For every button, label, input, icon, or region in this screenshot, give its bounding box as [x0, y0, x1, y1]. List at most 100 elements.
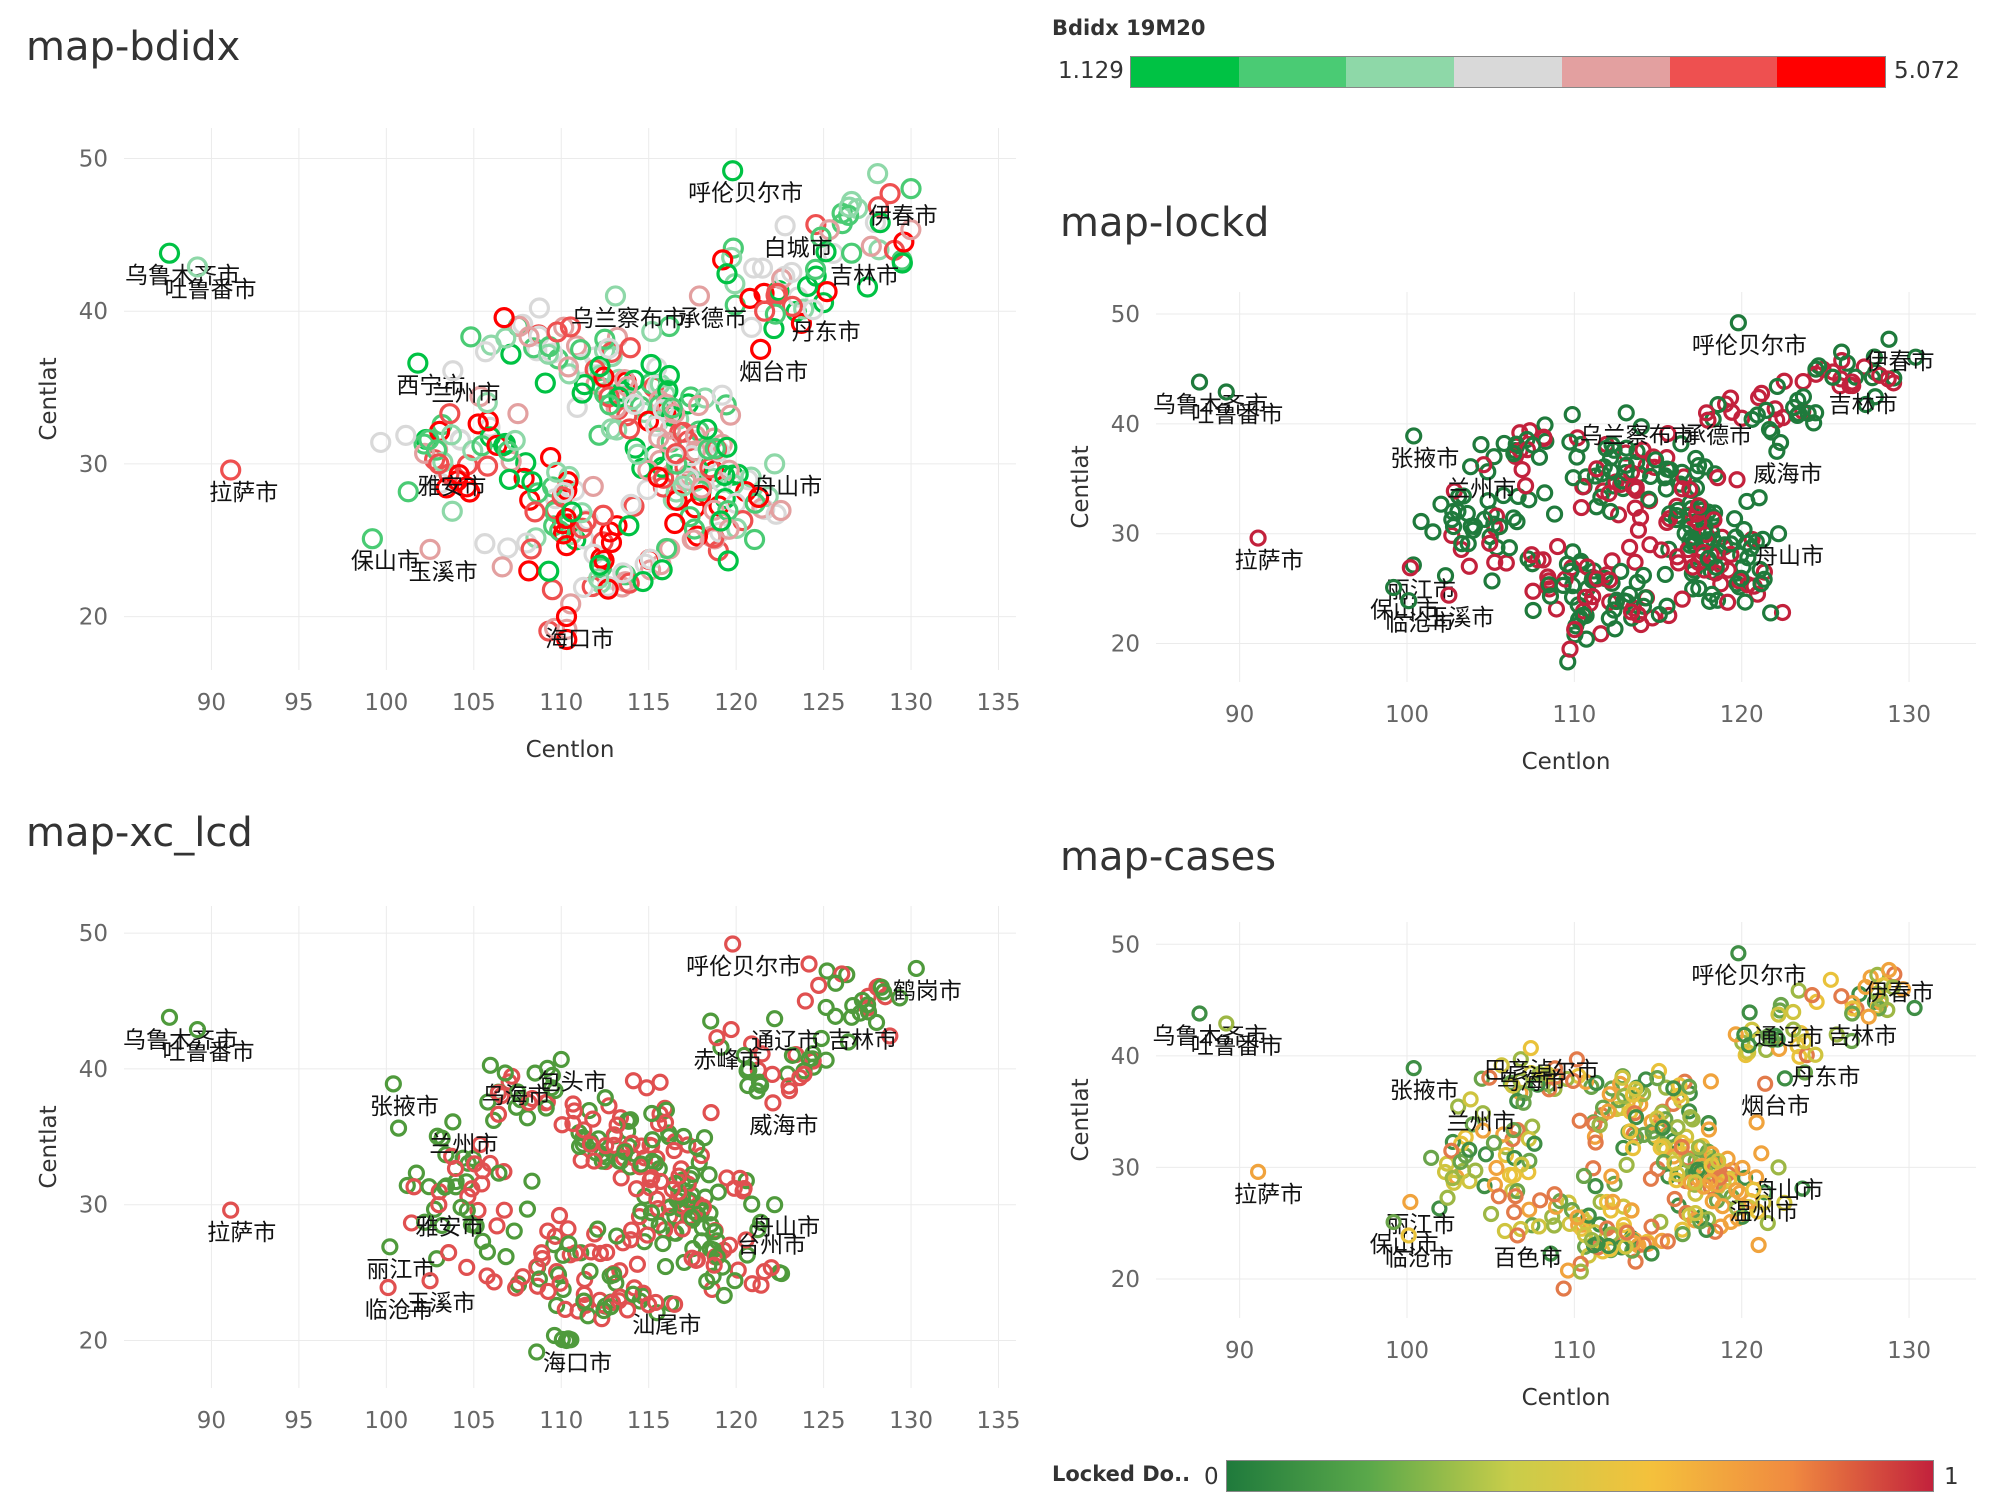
scatter-point[interactable] [1690, 513, 1708, 532]
scatter-point[interactable] [790, 312, 813, 334]
scatter-point[interactable] [497, 440, 519, 462]
scatter-point[interactable] [1600, 571, 1619, 589]
scatter-point[interactable] [690, 477, 713, 499]
scatter-point[interactable] [556, 618, 578, 640]
scatter-point[interactable] [641, 320, 663, 343]
scatter-point[interactable] [1833, 352, 1851, 370]
scatter-point[interactable] [493, 307, 515, 329]
scatter-point[interactable] [622, 1221, 641, 1239]
scatter-point[interactable] [389, 1119, 408, 1137]
scatter-point[interactable] [1699, 411, 1717, 429]
scatter-point[interactable] [1452, 1153, 1469, 1170]
city-point[interactable] [1400, 1227, 1417, 1244]
scatter-point[interactable] [1482, 1205, 1500, 1223]
scatter-point[interactable] [1450, 1098, 1467, 1115]
scatter-point[interactable] [518, 1200, 537, 1218]
scatter-point[interactable] [580, 1101, 598, 1120]
scatter-point[interactable] [716, 263, 738, 285]
scatter-point[interactable] [416, 1213, 434, 1231]
scatter-point[interactable] [1766, 400, 1784, 418]
scatter-point[interactable] [1710, 1176, 1727, 1193]
scatter-point[interactable] [770, 499, 792, 522]
scatter-point[interactable] [489, 1105, 508, 1123]
scatter-point[interactable] [1717, 395, 1735, 413]
scatter-point[interactable] [1785, 1021, 1802, 1038]
scatter-point[interactable] [505, 1222, 523, 1240]
scatter-point[interactable] [696, 418, 718, 440]
city-point[interactable] [421, 1272, 439, 1290]
scatter-point[interactable] [1532, 1192, 1549, 1209]
scatter-point[interactable] [1753, 1145, 1770, 1162]
city-point[interactable] [1770, 1006, 1787, 1023]
scatter-point[interactable] [1752, 575, 1770, 593]
scatter-point[interactable] [1444, 1170, 1461, 1187]
scatter-point[interactable] [555, 507, 577, 530]
scatter-point[interactable] [581, 1262, 599, 1280]
scatter-point[interactable] [1476, 1178, 1493, 1195]
scatter-point[interactable] [1668, 548, 1686, 566]
scatter-point[interactable] [1481, 534, 1499, 552]
scatter-point[interactable] [546, 321, 568, 343]
city-point[interactable] [766, 1196, 784, 1214]
scatter-point[interactable] [543, 1066, 561, 1084]
scatter-point[interactable] [1479, 492, 1497, 510]
scatter-point[interactable] [589, 355, 611, 378]
scatter-point[interactable] [766, 282, 789, 305]
city-point[interactable] [1843, 373, 1861, 391]
scatter-point[interactable] [488, 1217, 506, 1235]
scatter-point[interactable] [665, 1224, 683, 1242]
scatter-point[interactable] [1529, 1076, 1546, 1093]
scatter-point[interactable] [1773, 603, 1792, 622]
scatter-point[interactable] [1541, 587, 1560, 605]
city-point[interactable] [1509, 1227, 1526, 1244]
scatter-point[interactable] [605, 1126, 623, 1144]
scatter-point[interactable] [627, 1180, 646, 1198]
scatter-point[interactable] [651, 559, 673, 581]
scatter-point[interactable] [1788, 406, 1806, 424]
city-point[interactable] [220, 459, 242, 481]
scatter-point[interactable] [1772, 996, 1789, 1014]
scatter-point[interactable] [817, 998, 835, 1017]
city-point[interactable] [158, 242, 181, 264]
city-point[interactable] [688, 285, 711, 307]
scatter-point[interactable] [1857, 978, 1874, 996]
scatter-point[interactable] [1603, 1168, 1620, 1185]
scatter-point[interactable] [1436, 567, 1455, 585]
scatter-point[interactable] [1617, 439, 1635, 457]
scatter-point[interactable] [709, 1183, 727, 1201]
scatter-point[interactable] [875, 983, 893, 1001]
scatter-point[interactable] [1607, 592, 1625, 610]
scatter-point[interactable] [1450, 487, 1468, 505]
scatter-point[interactable] [1404, 556, 1422, 574]
scatter-point[interactable] [1866, 388, 1884, 406]
city-point[interactable] [444, 1113, 462, 1131]
city-point[interactable] [1769, 525, 1788, 543]
scatter-point[interactable] [716, 436, 738, 458]
scatter-point[interactable] [1650, 605, 1668, 624]
scatter-point[interactable] [1652, 1139, 1669, 1156]
scatter-point[interactable] [645, 415, 667, 437]
city-point[interactable] [222, 1201, 240, 1219]
scatter-point[interactable] [1669, 1119, 1686, 1136]
scatter-point[interactable] [1669, 501, 1687, 519]
scatter-point[interactable] [714, 464, 736, 487]
scatter-point[interactable] [1587, 1134, 1604, 1151]
scatter-point[interactable] [524, 501, 546, 523]
scatter-point[interactable] [1564, 469, 1582, 487]
scatter-point[interactable] [1762, 604, 1780, 622]
scatter-point[interactable] [479, 1093, 497, 1111]
scatter-point[interactable] [1461, 1141, 1478, 1158]
scatter-point[interactable] [1622, 603, 1641, 621]
scatter-point[interactable] [781, 295, 804, 317]
scatter-point[interactable] [1618, 1156, 1635, 1173]
scatter-point[interactable] [1722, 1213, 1739, 1230]
scatter-point[interactable] [1600, 1103, 1617, 1120]
scatter-point[interactable] [1600, 484, 1618, 503]
scatter-point[interactable] [1459, 535, 1477, 553]
scatter-point[interactable] [1572, 1263, 1589, 1280]
scatter-point[interactable] [1602, 1202, 1619, 1219]
scatter-point[interactable] [478, 1243, 497, 1261]
scatter-point[interactable] [1687, 1174, 1704, 1191]
scatter-point[interactable] [398, 1176, 416, 1195]
scatter-point[interactable] [1475, 510, 1494, 528]
